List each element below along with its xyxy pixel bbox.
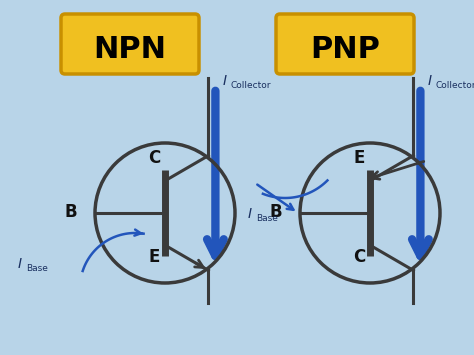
Text: C: C	[353, 248, 365, 266]
Text: I: I	[248, 207, 252, 221]
Text: E: E	[354, 149, 365, 166]
Text: E: E	[149, 248, 160, 266]
Text: I: I	[18, 257, 22, 271]
Text: Base: Base	[256, 214, 278, 223]
Text: B: B	[269, 203, 282, 221]
FancyBboxPatch shape	[276, 14, 414, 74]
Text: Base: Base	[26, 264, 48, 273]
Text: Collector: Collector	[230, 81, 271, 90]
Text: NPN: NPN	[93, 36, 166, 65]
Text: Collector: Collector	[436, 81, 474, 90]
FancyBboxPatch shape	[61, 14, 199, 74]
Text: C: C	[148, 149, 160, 166]
Text: PNP: PNP	[310, 36, 380, 65]
Text: I: I	[428, 74, 431, 88]
Text: I: I	[222, 74, 227, 88]
Text: B: B	[64, 203, 77, 221]
